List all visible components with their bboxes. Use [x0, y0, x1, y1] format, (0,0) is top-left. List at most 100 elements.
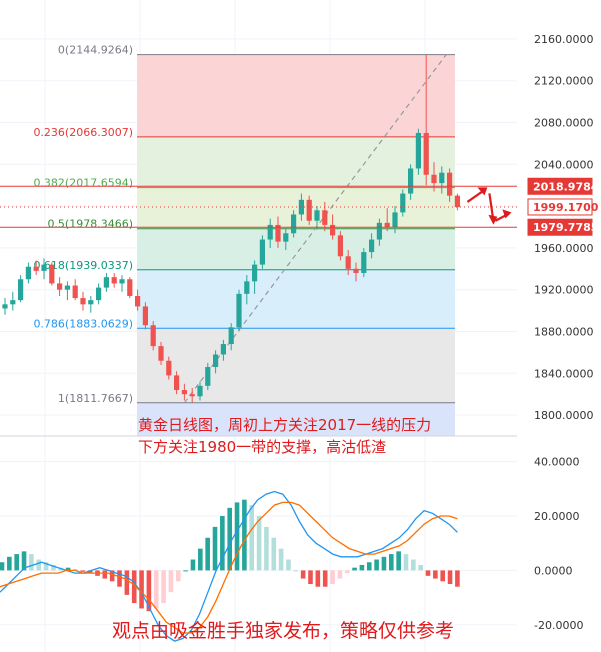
price-axis-tick: 2160.0000	[534, 33, 594, 46]
candle-body	[291, 214, 297, 234]
macd-hist-bar	[249, 505, 255, 571]
macd-axis[interactable]: 40.0000 20.0000 0.0000 -20.0000	[534, 456, 583, 632]
candle	[197, 381, 203, 401]
macd-hist-bar	[146, 570, 152, 612]
fib-zone	[137, 136, 455, 188]
candle-body	[189, 394, 195, 397]
macd-histogram	[0, 499, 460, 612]
candle	[205, 362, 211, 391]
candle	[314, 206, 320, 230]
candle-body	[166, 360, 172, 376]
candle	[88, 295, 94, 313]
candle	[41, 258, 47, 280]
candle	[447, 168, 453, 202]
candle	[166, 356, 172, 380]
candle-body	[103, 277, 109, 288]
candle	[267, 218, 273, 248]
macd-hist-bar	[308, 570, 313, 584]
candle-body	[174, 375, 180, 391]
fib-zone	[137, 269, 455, 329]
macd-hist-bar	[198, 548, 203, 571]
candle-body	[392, 212, 398, 227]
candle	[298, 193, 304, 221]
candle	[400, 189, 406, 217]
candle	[127, 277, 133, 299]
candle	[181, 383, 187, 401]
price-axis-tick: 1920.0000	[534, 284, 594, 297]
candle-body	[439, 172, 445, 184]
macd-hist-bar	[124, 570, 130, 595]
macd-hist-bar	[80, 570, 86, 572]
macd-axis-tick: 0.0000	[534, 564, 573, 577]
candle-body	[337, 235, 343, 257]
candle-body	[158, 346, 164, 361]
price-badge-label: 1979.7785	[533, 221, 598, 234]
fib-lines: 0(2144.9264) 0.236(2066.3007) 0.382(2017.6…	[33, 44, 455, 405]
fib-label: 0.382(2017.6594)	[33, 177, 133, 190]
candle-body	[64, 285, 70, 290]
macd-hist-bar	[337, 570, 343, 579]
candle	[283, 229, 289, 250]
candle-body	[369, 239, 375, 253]
candle	[454, 193, 460, 211]
candle-body	[400, 193, 406, 213]
macd-hist-bar	[388, 554, 394, 571]
candle	[337, 231, 343, 261]
candle-body	[314, 210, 320, 221]
candle	[361, 247, 367, 278]
annotation-arrows	[466, 187, 512, 225]
candle	[345, 249, 351, 276]
macd-hist-bar	[102, 570, 108, 579]
candle	[18, 275, 24, 303]
macd-hist-bar	[447, 570, 453, 584]
candle	[353, 262, 359, 282]
candle-body	[41, 264, 47, 271]
macd-hist-bar	[242, 499, 247, 571]
macd-hist-bar	[322, 570, 328, 587]
candle-body	[298, 199, 304, 215]
macd-hist-bar	[425, 570, 431, 576]
annotation-line-2: 下方关注1980一带的支撑，高沽低渣	[138, 438, 386, 456]
candle	[150, 321, 156, 351]
candle	[64, 281, 70, 301]
candle	[259, 235, 265, 269]
annotation-line-1: 黄金日线图，周初上方关注2017一线的压力	[138, 416, 431, 434]
macd-axis-tick: 20.0000	[534, 510, 580, 523]
macd-hist-bar	[455, 570, 460, 587]
arrow-up-2-head	[502, 209, 512, 219]
macd-lines	[0, 490, 458, 642]
macd-hist-bar	[374, 559, 379, 571]
candle	[2, 298, 8, 315]
macd-hist-bar	[168, 570, 174, 593]
candle	[244, 275, 250, 305]
macd-hist-bar	[344, 570, 350, 574]
macd-hist-bar	[330, 570, 335, 584]
macd-hist-bar	[278, 548, 284, 571]
horizontal-lines	[0, 185, 517, 228]
candle-body	[88, 300, 94, 305]
macd-hist-bar	[109, 570, 115, 582]
fib-zones	[137, 54, 455, 436]
candle	[96, 283, 102, 305]
price-badge-bg	[527, 218, 593, 236]
macd-hist-bar	[293, 570, 299, 572]
candle	[376, 218, 382, 246]
macd-hist-bar	[264, 526, 269, 571]
signal-line	[0, 501, 458, 634]
macd-hist-bar	[29, 554, 34, 571]
candle	[33, 260, 39, 276]
fib-zone-extension	[137, 402, 455, 436]
fib-label: 0(2144.9264)	[58, 44, 133, 57]
macd-hist-bar	[190, 559, 196, 571]
macd-hist-bar	[87, 570, 93, 574]
macd-hist-bar	[220, 516, 225, 571]
candle	[439, 166, 445, 194]
candle	[408, 164, 414, 200]
price-badge-label: 1999.1700	[533, 201, 599, 214]
fib-label: 0.618(1939.0337)	[33, 259, 133, 272]
macd-hist-bar	[359, 564, 365, 571]
macd-hist-bar	[433, 570, 438, 579]
candle-body	[220, 344, 226, 355]
macd-hist-bar	[212, 526, 218, 571]
